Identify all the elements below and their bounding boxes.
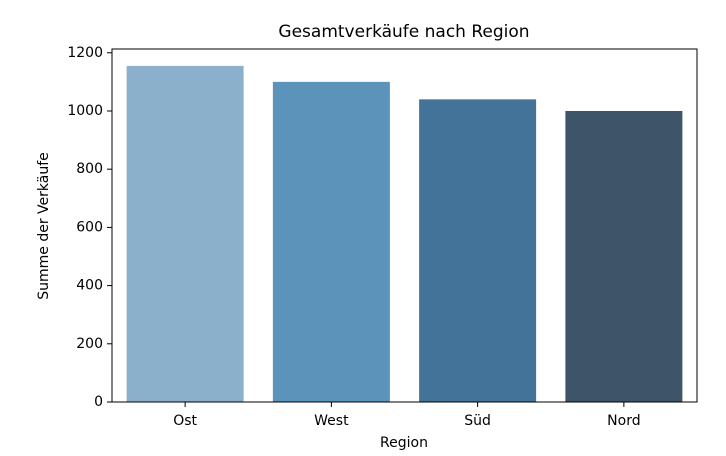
bar [565,110,683,402]
bar [419,99,537,402]
bar [126,65,244,402]
x-tick-label: West [314,413,349,429]
x-tick-label: Ost [173,413,197,429]
y-axis-label: Summe der Verkäufe [36,152,52,300]
plot-frame [111,48,698,403]
x-tick-label: Süd [464,413,491,429]
y-tick-label: 0 [94,394,103,410]
y-tick-label: 800 [76,161,103,177]
chart-title: Gesamtverkäufe nach Region [278,22,529,42]
y-tick-label: 200 [76,336,103,352]
y-tick-label: 600 [76,219,103,235]
y-tick-label: 400 [76,278,103,294]
x-tick-label: Nord [607,413,640,429]
y-tick-label: 1000 [67,103,103,119]
y-tick-label: 1200 [67,45,103,61]
bar [272,81,390,402]
x-axis-label: Region [380,435,428,451]
